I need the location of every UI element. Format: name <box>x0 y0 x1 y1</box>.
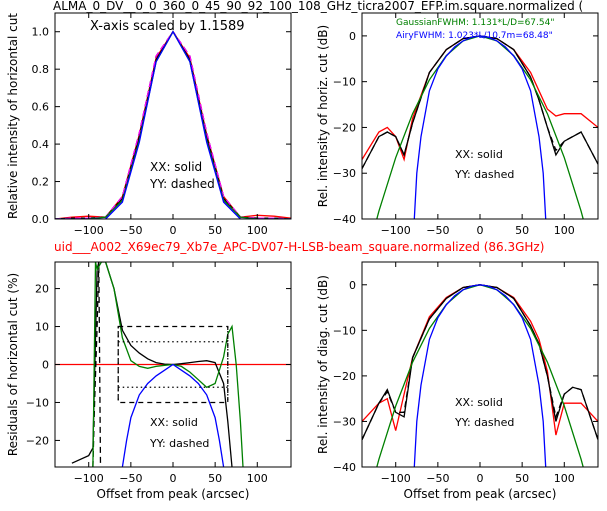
tolerance-box-10pct <box>117 325 229 404</box>
y-tick-label: 0 <box>349 279 356 292</box>
y-tick-label: 0 <box>349 30 356 43</box>
y-tick-label: −30 <box>333 167 356 180</box>
series-line-blue-solid <box>55 30 291 219</box>
x-tick-label: 50 <box>515 472 529 485</box>
x-tick-label: 50 <box>515 224 529 237</box>
x-tick-label: −50 <box>119 472 142 485</box>
y-tick-label: −20 <box>333 121 356 134</box>
x-tick-label: 0 <box>170 224 177 237</box>
y-tick-label: 20 <box>35 283 49 296</box>
annotation-text: XX: solid <box>150 416 198 429</box>
x-tick-label: −100 <box>381 224 411 237</box>
series-line-black-solid <box>71 262 233 467</box>
x-tick-label: 50 <box>208 472 222 485</box>
x-tick-label: 0 <box>477 224 484 237</box>
y-tick-label: 0.6 <box>32 101 50 114</box>
y-tick-label: −40 <box>333 213 356 226</box>
series-group <box>362 35 598 219</box>
y-tick-label: 0 <box>42 359 49 372</box>
x-axis-label: Offset from peak (arcsec) <box>97 487 250 501</box>
plot-frame <box>361 261 599 468</box>
x-tick-label: 100 <box>554 472 575 485</box>
series-line-blue-solid <box>413 284 547 467</box>
y-tick-label: −10 <box>333 324 356 337</box>
x-tick-label: −100 <box>381 472 411 485</box>
x-tick-label: −50 <box>426 472 449 485</box>
annotation-text: XX: solid <box>455 148 503 161</box>
annotation-text: YY: dashed <box>149 437 209 450</box>
series-group <box>362 284 598 467</box>
annotation-text: XX: solid <box>455 396 503 409</box>
y-tick-label: −30 <box>333 415 356 428</box>
annotation-text: GaussianFWHM: 1.131*L/D=67.54" <box>396 18 554 28</box>
y-tick-label: 0.0 <box>32 213 50 226</box>
annotation-text: X-axis scaled by 1.1589 <box>90 19 245 34</box>
y-axis-label: Rel. intensity of horiz. cut (dB) <box>316 25 330 207</box>
y-axis-label: Relative intensity of horizontal cut <box>6 13 20 219</box>
series-line-green-solid <box>92 262 244 467</box>
y-tick-label: −40 <box>333 461 356 474</box>
x-tick-label: −100 <box>74 224 104 237</box>
subplot-title: uid___A002_X69ec79_Xb7e_APC-DV07-H-LSB-b… <box>54 240 544 254</box>
series-line-black-dashed <box>362 35 598 169</box>
x-tick-label: 100 <box>247 224 268 237</box>
x-tick-label: 50 <box>208 224 222 237</box>
y-axis-label: Rel. intensity of diag. cut (dB) <box>316 275 330 454</box>
figure-title: ALMA_0_DV__0_0_360_0_45_90_92_100_108_GH… <box>53 0 583 13</box>
y-tick-label: −20 <box>26 434 49 447</box>
series-group <box>55 262 291 467</box>
series-line-blue-solid <box>121 363 225 467</box>
annotation-text: YY: dashed <box>454 168 514 181</box>
y-tick-label: −20 <box>333 370 356 383</box>
y-tick-label: 0.4 <box>32 138 50 151</box>
x-tick-label: −50 <box>119 224 142 237</box>
subplot-1: −100 −50 0 50 100 0.0 0.2 0.4 0.6 0.8 1.0 Relative … <box>6 12 292 237</box>
y-tick-label: 0.8 <box>32 63 50 76</box>
y-tick-label: 10 <box>35 321 49 334</box>
y-tick-label: −10 <box>333 76 356 89</box>
x-axis-label: Offset from peak (arcsec) <box>404 487 557 501</box>
x-tick-label: −50 <box>426 224 449 237</box>
series-line-blue-solid <box>413 35 547 219</box>
annotation-text: AiryFWHM: 1.023*L/10.7m=68.48" <box>396 31 553 41</box>
plot-frame <box>361 12 599 220</box>
y-tick-label: 1.0 <box>32 26 50 39</box>
y-axis-label: Residuals of horizontal cut (%) <box>6 273 20 456</box>
x-tick-label: 0 <box>170 472 177 485</box>
x-tick-label: 100 <box>247 472 268 485</box>
y-tick-label: −10 <box>26 396 49 409</box>
x-tick-label: 0 <box>477 472 484 485</box>
annotation-text: YY: dashed <box>149 177 215 191</box>
y-tick-label: 0.2 <box>32 176 50 189</box>
annotation-text: YY: dashed <box>454 416 514 429</box>
x-tick-label: −100 <box>74 472 104 485</box>
series-group <box>55 30 291 219</box>
x-tick-label: 100 <box>554 224 575 237</box>
annotation-text: XX: solid <box>150 160 202 174</box>
